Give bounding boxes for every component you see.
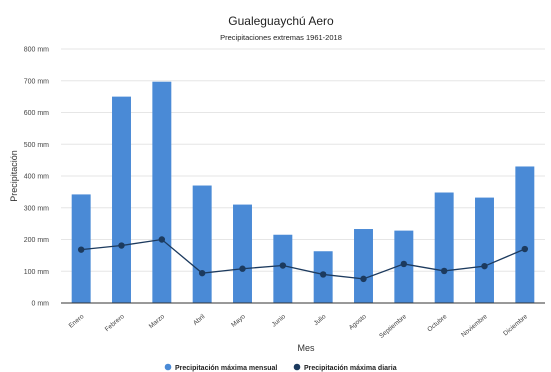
x-tick-label: Diciembre xyxy=(502,313,529,337)
x-tick-label: Septiembre xyxy=(378,313,408,340)
y-tick-label: 700 mm xyxy=(24,78,49,85)
bar xyxy=(273,234,293,303)
legend-label: Precipitación máxima mensual xyxy=(175,365,277,372)
x-tick-label: Marzo xyxy=(148,313,167,330)
legend-swatch xyxy=(164,363,172,371)
x-tick-label: Enero xyxy=(68,313,86,330)
x-tick-label: Noviembre xyxy=(460,313,489,339)
line-point xyxy=(118,242,125,249)
bar-series xyxy=(71,81,535,303)
line-series xyxy=(77,236,529,283)
line-point xyxy=(77,246,85,253)
x-tick-label: Agosto xyxy=(348,313,368,332)
y-axis-label: Precipitación xyxy=(9,150,19,202)
series-line xyxy=(81,238,526,280)
chart-title: Gualeguaychú Aero xyxy=(228,14,334,28)
bar xyxy=(475,197,494,303)
line-point xyxy=(279,262,287,269)
line-point xyxy=(239,265,246,272)
y-tick-label: 300 mm xyxy=(24,205,49,212)
x-tick-label: Abril xyxy=(192,313,207,327)
legend: Precipitación máxima mensual Precipitació… xyxy=(164,363,397,372)
bar xyxy=(152,81,172,303)
y-tick-label: 800 mm xyxy=(24,47,49,54)
line-point xyxy=(521,245,529,253)
y-tick-label: 400 mm xyxy=(24,174,49,181)
line-point xyxy=(319,271,327,278)
line-point xyxy=(158,236,166,243)
y-tick-label: 600 mm xyxy=(24,110,49,117)
line-point xyxy=(400,260,408,268)
bar xyxy=(354,229,373,303)
bar xyxy=(112,96,131,303)
chart-subtitle: Precipitaciones extremas 1961-2018 xyxy=(220,33,342,42)
y-tick-label: 500 mm xyxy=(24,142,49,149)
bar xyxy=(233,204,252,303)
y-axis-ticks: 0 mm 100 mm 200 mm 300 mm 400 mm 500 mm 600 mm… xyxy=(24,47,49,308)
x-tick-label: Mayo xyxy=(230,313,247,329)
y-tick-label: 200 mm xyxy=(24,237,49,244)
line-point xyxy=(440,267,448,275)
line-point xyxy=(481,262,488,270)
x-axis-label: Mes xyxy=(297,343,315,353)
line-point xyxy=(198,269,206,277)
legend-label: Precipitación máxima diaria xyxy=(304,365,397,372)
bar xyxy=(515,166,535,303)
x-tick-label: Octubre xyxy=(426,313,449,333)
y-tick-label: 100 mm xyxy=(24,269,49,276)
line-point xyxy=(360,275,367,283)
x-tick-label: Febrero xyxy=(104,313,126,333)
x-tick-label: Junio xyxy=(271,313,288,329)
bar xyxy=(434,192,454,303)
gridlines xyxy=(61,48,545,272)
x-tick-label: Julio xyxy=(313,313,328,327)
x-axis-ticks: Enero Febrero Marzo Abril Mayo Junio Julio Agos… xyxy=(68,313,530,340)
bar xyxy=(192,185,212,303)
legend-swatch xyxy=(293,363,301,371)
y-tick-label: 0 mm xyxy=(32,301,50,308)
